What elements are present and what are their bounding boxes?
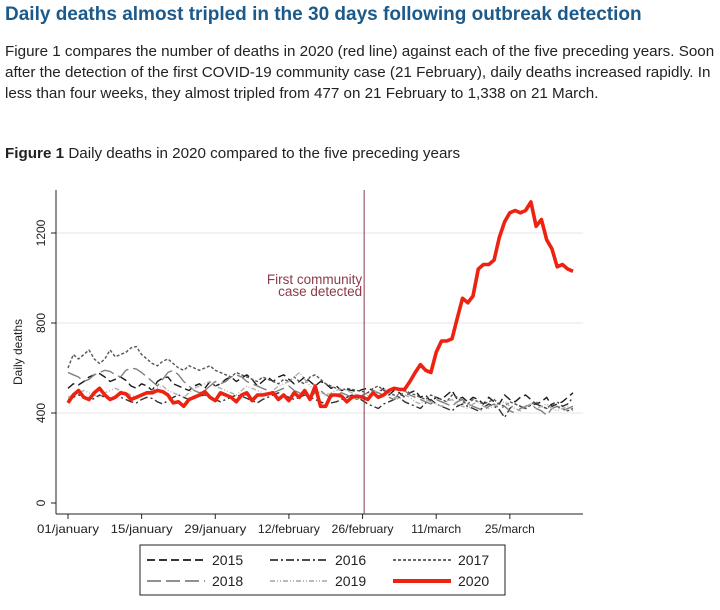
legend-label: 2020: [458, 573, 489, 589]
legend-label: 2019: [335, 573, 366, 589]
y-tick-label: 800: [34, 313, 48, 333]
x-tick-label: 26/february: [332, 522, 394, 536]
x-tick-label: 11/march: [411, 522, 461, 536]
x-tick-label: 12/february: [258, 522, 320, 536]
series-line-2019: [67, 371, 574, 412]
legend-label: 2017: [458, 552, 489, 568]
annotation-text: case detected: [278, 284, 362, 299]
axes: 0 400 800 1200 01/january 15/january 29/januar…: [34, 190, 583, 536]
x-tick-label: 25/march: [485, 522, 535, 536]
figure-label: Figure 1: [5, 145, 65, 162]
x-tick-label: 01/january: [37, 522, 99, 536]
x-tick-label: 29/january: [184, 522, 246, 536]
x-tick-label: 15/january: [111, 522, 173, 536]
series-lines: [66, 200, 574, 419]
series-line-2018: [67, 367, 574, 416]
page-title: Daily deaths almost tripled in the 30 da…: [5, 4, 642, 25]
legend: 2015 2016 2017 2018 2019 2020: [139, 544, 506, 596]
legend-label: 2018: [212, 573, 243, 589]
y-tick-label: 0: [34, 499, 48, 506]
y-tick-label: 400: [34, 403, 48, 423]
y-tick-label: 1200: [34, 219, 48, 246]
legend-label: 2016: [335, 552, 366, 568]
intro-paragraph: Figure 1 compares the number of deaths i…: [5, 43, 715, 102]
y-axis-label: Daily deaths: [11, 319, 25, 385]
series-line-2020: [66, 200, 574, 409]
figure-caption: Figure 1 Daily deaths in 2020 compared t…: [5, 145, 460, 162]
legend-box: [139, 544, 506, 596]
gridlines: [56, 232, 583, 414]
legend-label: 2015: [212, 552, 243, 568]
figure-caption-text: Daily deaths in 2020 compared to the fiv…: [68, 145, 461, 162]
annotation-text: First community: [267, 272, 363, 287]
series-line-2017: [67, 345, 574, 412]
